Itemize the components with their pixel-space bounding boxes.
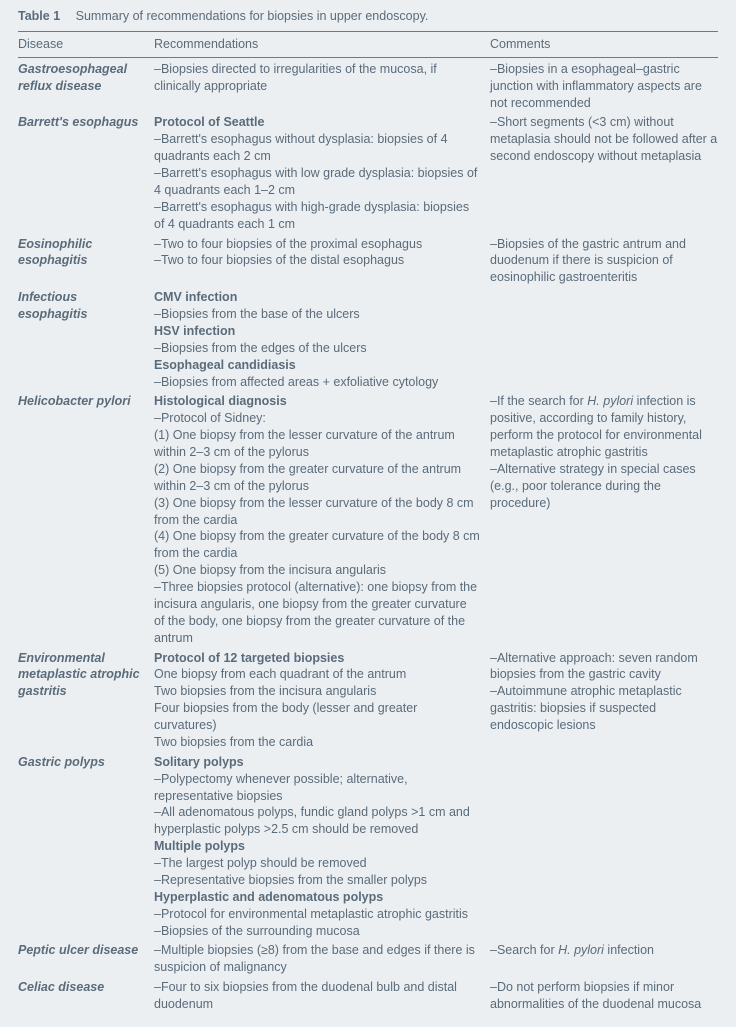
cell-line: Histological diagnosis (154, 393, 480, 410)
table-row: Eosinophilic esophagitis–Two to four bio… (18, 233, 718, 287)
cell-line: –The largest polyp should be removed (154, 855, 480, 872)
table-label: Table 1 (18, 9, 60, 23)
cell-disease: Peptic ulcer disease (18, 942, 154, 959)
table-row: Helicobacter pyloriHistological diagnosi… (18, 390, 718, 646)
species-name: H. pylori (558, 943, 604, 957)
cell-recommendations: Histological diagnosis–Protocol of Sidne… (154, 393, 490, 646)
cell-line: Protocol of Seattle (154, 114, 480, 131)
cell-line: –Two to four biopsies of the proximal es… (154, 236, 480, 253)
cell-line: Four biopsies from the body (lesser and … (154, 700, 480, 734)
table-caption: Summary of recommendations for biopsies … (76, 9, 429, 23)
cell-line: –Barrett's esophagus without dysplasia: … (154, 131, 480, 165)
cell-disease: Environmental metaplastic atrophic gastr… (18, 650, 154, 701)
cell-line: –Biopsies directed to irregularities of … (154, 61, 480, 95)
header-comments: Comments (490, 36, 718, 53)
cell-comments: –Short segments (<3 cm) without metaplas… (490, 114, 718, 165)
header-recommendations: Recommendations (154, 36, 490, 53)
cell-line: (3) One biopsy from the lesser curvature… (154, 495, 480, 529)
cell-recommendations: –Four to six biopsies from the duodenal … (154, 979, 490, 1013)
cell-line: One biopsy from each quadrant of the ant… (154, 666, 480, 683)
cell-line: Solitary polyps (154, 754, 480, 771)
table-container: Table 1 Summary of recommendations for b… (0, 0, 736, 1027)
table-header-row: Disease Recommendations Comments (18, 32, 718, 58)
cell-disease: Eosinophilic esophagitis (18, 236, 154, 270)
cell-line: –Alternative strategy in special cases (… (490, 461, 718, 512)
cell-recommendations: –Biopsies directed to irregularities of … (154, 61, 490, 95)
cell-line: –Short segments (<3 cm) without metaplas… (490, 114, 718, 165)
cell-recommendations: CMV infection–Biopsies from the base of … (154, 289, 490, 390)
cell-line: –Barrett's esophagus with low grade dysp… (154, 165, 480, 199)
table-row: Peptic ulcer disease–Multiple biopsies (… (18, 939, 718, 976)
table-title-row: Table 1 Summary of recommendations for b… (18, 8, 718, 32)
cell-recommendations: Protocol of 12 targeted biopsiesOne biop… (154, 650, 490, 751)
cell-line: (1) One biopsy from the lesser curvature… (154, 427, 480, 461)
cell-line: Multiple polyps (154, 838, 480, 855)
cell-line: Two biopsies from the incisura angularis (154, 683, 480, 700)
cell-recommendations: Protocol of Seattle–Barrett's esophagus … (154, 114, 490, 232)
cell-line: CMV infection (154, 289, 480, 306)
table-row: Gastroesophageal reflux disease–Biopsies… (18, 58, 718, 112)
cell-line: –Protocol for environmental metaplastic … (154, 906, 480, 923)
table-row: Celiac disease–Four to six biopsies from… (18, 976, 718, 1013)
cell-comments: –Alternative approach: seven random biop… (490, 650, 718, 734)
table-row: Infectious esophagitisCMV infection–Biop… (18, 286, 718, 390)
cell-disease: Gastric polyps (18, 754, 154, 771)
cell-line: –Four to six biopsies from the duodenal … (154, 979, 480, 1013)
cell-line: –Polypectomy whenever possible; alternat… (154, 771, 480, 805)
cell-line: –Biopsies in a esophageal–gastric juncti… (490, 61, 718, 112)
cell-line: –Search for H. pylori infection (490, 942, 718, 959)
cell-recommendations: –Multiple biopsies (≥8) from the base an… (154, 942, 490, 976)
cell-line: (4) One biopsy from the greater curvatur… (154, 528, 480, 562)
cell-disease: Barrett's esophagus (18, 114, 154, 131)
cell-recommendations: Solitary polyps–Polypectomy whenever pos… (154, 754, 490, 940)
cell-line: –Barrett's esophagus with high-grade dys… (154, 199, 480, 233)
cell-line: –Alternative approach: seven random biop… (490, 650, 718, 684)
cell-disease: Gastroesophageal reflux disease (18, 61, 154, 95)
cell-line: –Multiple biopsies (≥8) from the base an… (154, 942, 480, 976)
cell-comments: –Search for H. pylori infection (490, 942, 718, 959)
table-row: Gastric polypsSolitary polyps–Polypectom… (18, 751, 718, 940)
table-body: Gastroesophageal reflux disease–Biopsies… (18, 58, 718, 1013)
cell-disease: Infectious esophagitis (18, 289, 154, 323)
cell-disease: Celiac disease (18, 979, 154, 996)
cell-comments: –Do not perform biopsies if minor abnorm… (490, 979, 718, 1013)
cell-line: Hyperplastic and adenomatous polyps (154, 889, 480, 906)
cell-line: –Do not perform biopsies if minor abnorm… (490, 979, 718, 1013)
cell-line: (5) One biopsy from the incisura angular… (154, 562, 480, 579)
cell-line: Esophageal candidiasis (154, 357, 480, 374)
species-name: H. pylori (587, 394, 633, 408)
cell-line: –If the search for H. pylori infection i… (490, 393, 718, 461)
cell-line: –Biopsies from the edges of the ulcers (154, 340, 480, 357)
cell-line: –Biopsies of the surrounding mucosa (154, 923, 480, 940)
cell-line: Protocol of 12 targeted biopsies (154, 650, 480, 667)
cell-line: –Autoimmune atrophic metaplastic gastrit… (490, 683, 718, 734)
cell-line: Two biopsies from the cardia (154, 734, 480, 751)
cell-recommendations: –Two to four biopsies of the proximal es… (154, 236, 490, 270)
cell-line: –Biopsies from affected areas + exfoliat… (154, 374, 480, 391)
cell-comments: –If the search for H. pylori infection i… (490, 393, 718, 511)
cell-line: HSV infection (154, 323, 480, 340)
table-row: Environmental metaplastic atrophic gastr… (18, 647, 718, 751)
cell-line: –Biopsies from the base of the ulcers (154, 306, 480, 323)
cell-disease: Helicobacter pylori (18, 393, 154, 410)
cell-line: –Protocol of Sidney: (154, 410, 480, 427)
cell-line: –All adenomatous polyps, fundic gland po… (154, 804, 480, 838)
cell-line: (2) One biopsy from the greater curvatur… (154, 461, 480, 495)
cell-line: –Representative biopsies from the smalle… (154, 872, 480, 889)
header-disease: Disease (18, 36, 154, 53)
table-row: Barrett's esophagusProtocol of Seattle–B… (18, 111, 718, 232)
cell-comments: –Biopsies of the gastric antrum and duod… (490, 236, 718, 287)
cell-line: –Biopsies of the gastric antrum and duod… (490, 236, 718, 287)
cell-comments: –Biopsies in a esophageal–gastric juncti… (490, 61, 718, 112)
cell-line: –Three biopsies protocol (alternative): … (154, 579, 480, 647)
cell-line: –Two to four biopsies of the distal esop… (154, 252, 480, 269)
